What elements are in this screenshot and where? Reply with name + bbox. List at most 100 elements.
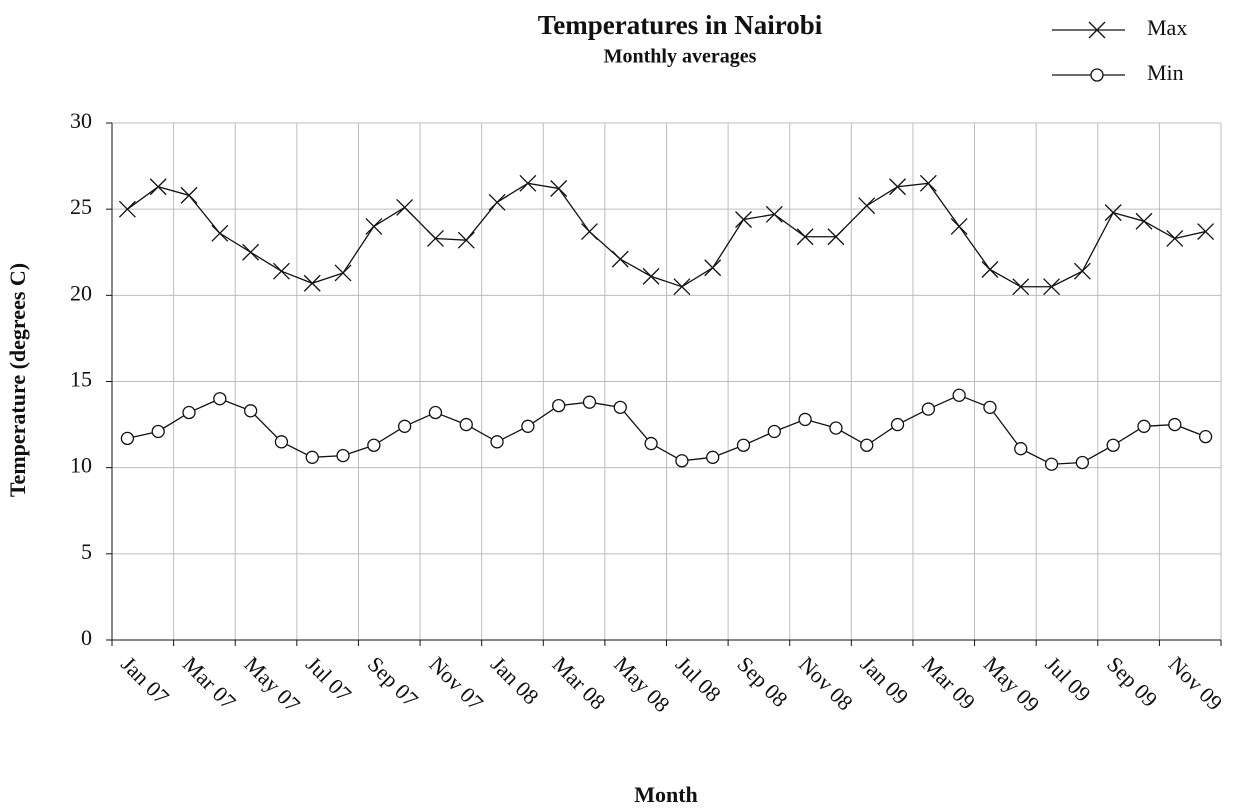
data-point (550, 180, 568, 197)
data-point (829, 421, 843, 435)
x-tick-label: Jan 09 (856, 651, 914, 709)
data-point (644, 436, 658, 451)
x-tick-label: Mar 08 (548, 651, 611, 714)
data-point (182, 405, 196, 420)
y-tick-label: 15 (70, 367, 92, 392)
data-point (120, 431, 135, 446)
data-point (457, 231, 475, 249)
data-point (398, 419, 412, 433)
data-point (336, 448, 350, 463)
x-tick-label: May 07 (240, 651, 306, 717)
data-point (305, 450, 319, 464)
data-point (211, 224, 229, 242)
data-point (426, 230, 444, 247)
data-point (981, 261, 999, 278)
data-point (519, 174, 537, 192)
data-point (118, 200, 136, 218)
x-tick-label: Jan 07 (116, 651, 174, 709)
data-point (950, 217, 968, 235)
x-tick-label: Jul 08 (671, 651, 726, 706)
data-point (675, 454, 689, 468)
data-point (889, 178, 907, 196)
data-point (767, 424, 781, 439)
data-point (983, 400, 997, 415)
data-point (365, 217, 383, 235)
data-point (796, 228, 814, 246)
y-axis-label: Temperature (degrees C) (5, 263, 30, 497)
data-point (827, 228, 845, 246)
data-point (149, 178, 167, 196)
data-point (921, 402, 935, 416)
x-tick-label: Mar 09 (917, 651, 980, 714)
data-point (1137, 419, 1151, 433)
x-axis-label: Month (634, 782, 698, 807)
data-point (1075, 455, 1090, 470)
series-line (127, 182, 1206, 288)
y-tick-label: 30 (70, 108, 92, 133)
data-point (242, 243, 260, 261)
legend-marker (1088, 21, 1106, 39)
data-point (1073, 262, 1091, 280)
data-point (673, 278, 691, 296)
x-tick-label: Jul 07 (301, 651, 356, 706)
data-point (735, 211, 752, 228)
x-tick-label: Nov 08 (794, 651, 858, 715)
data-point (1166, 230, 1184, 247)
data-point (272, 262, 290, 280)
data-point (1197, 223, 1215, 241)
data-point (488, 193, 506, 211)
data-point (919, 174, 937, 192)
x-tick-label: Sep 08 (732, 651, 792, 711)
data-point (334, 264, 352, 282)
data-point (860, 438, 874, 452)
data-point (704, 259, 722, 277)
x-tick-label: Nov 09 (1164, 651, 1228, 715)
y-tick-label: 5 (81, 539, 92, 564)
x-tick-label: Sep 09 (1102, 651, 1162, 711)
data-point (582, 395, 597, 409)
data-point (952, 388, 966, 402)
y-tick-label: 25 (70, 194, 92, 219)
data-point (613, 400, 627, 415)
data-point (706, 450, 720, 464)
x-tick-label: May 09 (979, 651, 1045, 717)
x-tick-label: May 08 (609, 651, 675, 717)
y-tick-label: 20 (70, 280, 92, 305)
data-point (765, 205, 783, 223)
data-point (1104, 204, 1122, 222)
data-point (611, 250, 629, 268)
data-point (180, 186, 198, 204)
y-tick-label: 0 (81, 625, 92, 650)
data-point (581, 223, 598, 241)
x-tick-label: Jan 08 (486, 651, 544, 709)
data-point (367, 438, 381, 452)
x-tick-label: Mar 07 (178, 651, 241, 714)
data-point (1198, 429, 1213, 444)
y-tick-label: 10 (70, 453, 92, 478)
x-tick-label: Sep 07 (363, 651, 423, 711)
legend-marker (1090, 68, 1104, 82)
data-point (1168, 417, 1182, 432)
data-point (1012, 278, 1030, 296)
data-point (428, 405, 443, 420)
data-point (1014, 442, 1028, 456)
data-point (736, 438, 751, 452)
data-point (858, 197, 876, 215)
data-point (243, 404, 258, 418)
x-tick-label: Nov 07 (424, 651, 488, 715)
chart-title: Temperatures in Nairobi (538, 10, 823, 40)
data-point (890, 417, 905, 432)
legend-label: Max (1147, 15, 1187, 40)
data-point (1044, 457, 1059, 471)
data-point (1106, 438, 1120, 452)
data-point (521, 419, 535, 433)
legend-label: Min (1147, 60, 1184, 85)
data-point (642, 267, 660, 285)
data-point (303, 274, 321, 292)
data-point (1135, 212, 1153, 230)
data-point (459, 417, 473, 432)
data-point (552, 398, 566, 413)
data-point (1043, 278, 1061, 296)
data-point (396, 198, 414, 216)
